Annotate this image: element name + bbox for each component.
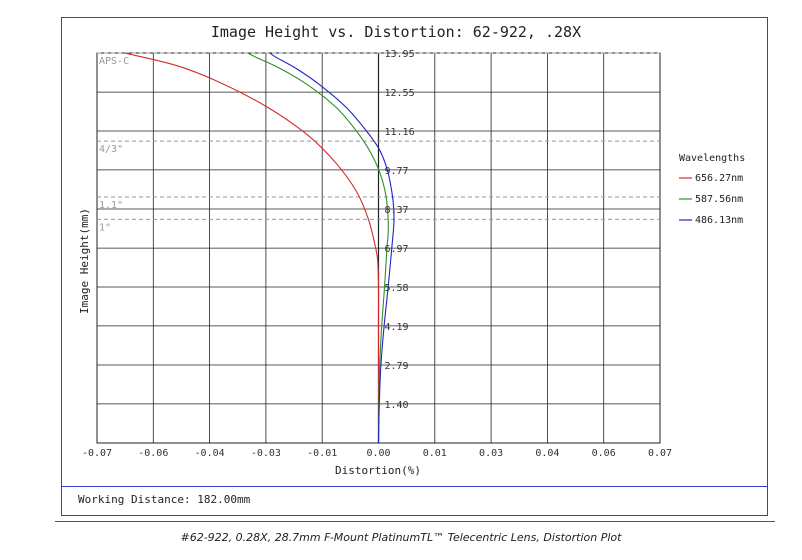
series-lines [124,52,395,444]
x-tick-label: -0.07 [82,448,112,459]
legend-title: Wavelengths [679,153,745,164]
y-tick-label: 13.95 [385,49,415,60]
y-tick-label: 6.97 [385,244,409,255]
legend: Wavelengths 656.27nm 587.56nm 486.13nm [679,153,745,226]
x-tick-label: 0.03 [479,448,503,459]
y-tick-label: 4.19 [385,322,409,333]
sensor-marker-label: APS-C [99,56,129,67]
x-tick-label: 0.01 [423,448,447,459]
chart-title: Image Height vs. Distortion: 62-922, .28… [211,23,581,41]
sensor-marker-label: 1.1" [99,200,123,211]
legend-label: 486.13nm [695,215,743,226]
legend-label: 656.27nm [695,173,743,184]
x-axis-label: Distortion(%) [335,464,421,477]
distortion-chart: Image Height vs. Distortion: 62-922, .28… [78,23,745,477]
chart-frame: Image Height vs. Distortion: 62-922, .28… [61,17,768,487]
y-axis-label: Image Height(mm) [78,208,91,314]
figure-caption: #62-922, 0.28X, 28.7mm F-Mount PlatinumT… [180,531,622,544]
y-tick-label: 12.55 [385,88,415,99]
series-line-587.56nm [247,52,389,444]
x-tick-label: -0.01 [307,448,337,459]
x-tick-label: 0.07 [648,448,672,459]
caption-divider [55,521,775,522]
series-line-486.13nm [269,52,395,444]
y-tick-label: 11.16 [385,127,415,138]
y-tick-label: 9.77 [385,166,409,177]
x-tick-label: -0.06 [138,448,168,459]
sensor-marker-label: 4/3" [99,144,123,155]
y-tick-label: 8.37 [385,205,409,216]
sensor-marker-label: 1" [99,222,111,233]
y-tick-label: 5.58 [385,283,409,294]
x-tick-label: 0.06 [592,448,616,459]
series-line-656.27nm [124,52,380,443]
x-tick-labels: -0.07 -0.06 -0.04 -0.03 -0.01 0.00 0.01 0.03 0.0… [82,448,672,459]
sensor-markers: APS-C 4/3" 1.1" 1" [97,52,660,233]
y-tick-label: 2.79 [385,361,409,372]
working-distance: Working Distance: 182.00mm [78,493,251,506]
legend-label: 587.56nm [695,194,743,205]
x-tick-label: -0.04 [195,448,225,459]
x-tick-label: -0.03 [251,448,281,459]
y-tick-labels: 1.40 2.79 4.19 5.58 6.97 8.37 9.77 11.16 12.55 13… [385,49,415,411]
y-tick-label: 1.40 [385,400,409,411]
x-tick-label: 0.00 [366,448,390,459]
x-tick-label: 0.04 [535,448,559,459]
footer-box: Working Distance: 182.00mm [61,487,768,516]
